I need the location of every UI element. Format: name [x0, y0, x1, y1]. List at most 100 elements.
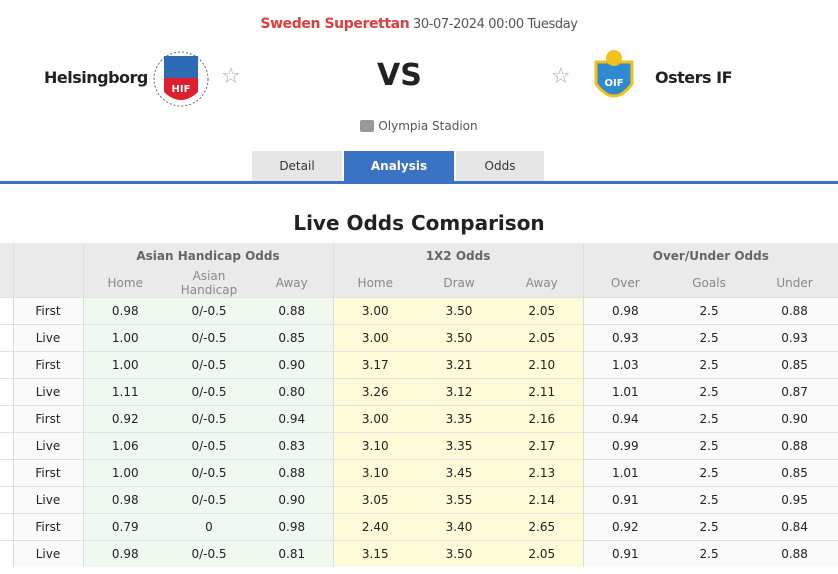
match-datetime: 30-07-2024 00:00 Tuesday	[413, 17, 578, 32]
odds-cell: 2.5	[667, 432, 752, 460]
odds-cell: 0.98	[582, 297, 668, 325]
odds-cell: 0/-0.5	[167, 297, 251, 325]
odds-cell: 2.5	[667, 459, 752, 487]
odds-cell: 1.03	[582, 351, 668, 379]
away-logo-text: OIF	[604, 78, 623, 89]
odds-cell: 2.65	[501, 513, 584, 541]
odds-cell: 3.05	[332, 486, 418, 514]
odds-cell: 0.92	[582, 513, 668, 541]
column-header: Draw	[417, 269, 502, 298]
odds-cell: 0.98	[82, 486, 167, 514]
odds-cell: 0.83	[251, 432, 334, 460]
odds-cell: 3.15	[332, 540, 418, 567]
odds-cell: 3.00	[332, 297, 418, 325]
tab-underline	[0, 181, 838, 184]
blank-cell	[0, 540, 13, 567]
odds-cell: 3.17	[332, 351, 418, 379]
tab-odds[interactable]: Odds	[456, 151, 544, 181]
odds-cell: 1.00	[82, 351, 167, 379]
odds-cell: 0.90	[251, 351, 334, 379]
odds-cell: 2.16	[501, 405, 584, 433]
tab-analysis[interactable]: Analysis	[344, 151, 454, 181]
odds-cell: 2.11	[501, 378, 584, 406]
section-title: Live Odds Comparison	[293, 211, 545, 235]
blank-cell	[0, 405, 13, 433]
odds-cell: 0.98	[82, 540, 167, 567]
odds-cell: 1.11	[82, 378, 167, 406]
odds-cell: 0.91	[582, 540, 668, 567]
column-header: Asian Handicap	[167, 269, 251, 298]
home-team-name[interactable]: Helsingborg	[44, 68, 148, 87]
odds-cell: 1.06	[82, 432, 167, 460]
blank-cell	[0, 486, 13, 514]
vs-label: VS	[377, 58, 422, 93]
odds-cell: 3.45	[417, 459, 502, 487]
odds-cell: 2.5	[667, 540, 752, 567]
away-team-name[interactable]: Osters IF	[655, 68, 733, 87]
odds-cell: 0.85	[751, 351, 838, 379]
blank-cell	[0, 324, 13, 352]
odds-type-cell: Live	[12, 432, 83, 460]
odds-type-cell: Live	[12, 324, 83, 352]
blank-cell	[0, 351, 13, 379]
odds-type-cell: First	[12, 405, 83, 433]
odds-cell: 2.17	[501, 432, 584, 460]
odds-cell: 0/-0.5	[167, 351, 251, 379]
odds-cell: 0.79	[82, 513, 167, 541]
odds-cell: 0.93	[582, 324, 668, 352]
group-header-1x2: 1X2 Odds	[332, 243, 584, 269]
odds-cell: 3.35	[417, 405, 502, 433]
column-header: Home	[82, 269, 167, 298]
odds-cell: 0/-0.5	[167, 486, 251, 514]
odds-cell: 1.01	[582, 378, 668, 406]
odds-row: First 1.00 0/-0.5 0.88 3.10 3.45 2.13 1.01 2.5 0.…	[0, 459, 838, 487]
odds-cell: 2.5	[667, 513, 752, 541]
odds-row: Live 0.98 0/-0.5 0.90 3.05 3.55 2.14 0.91 2.5 0.9…	[0, 486, 838, 514]
match-header: Sweden Superettan 30-07-2024 00:00 Tuesd…	[0, 16, 838, 32]
odds-cell: 0.94	[582, 405, 668, 433]
odds-cell: 3.26	[332, 378, 418, 406]
odds-row: First 0.98 0/-0.5 0.88 3.00 3.50 2.05 0.98 2.5 0.…	[0, 297, 838, 325]
odds-cell: 0/-0.5	[167, 540, 251, 567]
odds-cell: 2.05	[501, 324, 584, 352]
odds-cell: 0.87	[751, 378, 838, 406]
blank-cell	[0, 513, 13, 541]
odds-cell: 0/-0.5	[167, 459, 251, 487]
odds-cell: 0.91	[582, 486, 668, 514]
league-link[interactable]: Sweden Superettan	[260, 16, 410, 32]
odds-cell: 2.5	[667, 405, 752, 433]
column-header: Over	[582, 269, 668, 298]
odds-cell: 0.84	[751, 513, 838, 541]
blank-cell	[0, 378, 13, 406]
odds-cell: 0.99	[582, 432, 668, 460]
odds-cell: 3.10	[332, 459, 418, 487]
odds-cell: 2.5	[667, 486, 752, 514]
home-favorite-star-icon[interactable]: ☆	[221, 64, 241, 89]
odds-cell: 0.88	[251, 297, 334, 325]
away-favorite-star-icon[interactable]: ☆	[551, 64, 571, 89]
tab-bar: Detail Analysis Odds	[252, 151, 546, 181]
odds-cell: 2.14	[501, 486, 584, 514]
odds-cell: 2.13	[501, 459, 584, 487]
odds-type-cell: Live	[12, 540, 83, 567]
odds-cell: 0.85	[251, 324, 334, 352]
odds-type-cell: Live	[12, 378, 83, 406]
odds-cell: 0.81	[251, 540, 334, 567]
odds-cell: 3.00	[332, 324, 418, 352]
odds-row: Live 1.06 0/-0.5 0.83 3.10 3.35 2.17 0.99 2.5 0.8…	[0, 432, 838, 460]
group-header-over-under: Over/Under Odds	[582, 243, 838, 269]
odds-type-cell: Live	[12, 486, 83, 514]
odds-cell: 0/-0.5	[167, 324, 251, 352]
odds-cell: 2.5	[667, 351, 752, 379]
blank-cell	[0, 432, 13, 460]
column-header: Under	[751, 269, 838, 298]
odds-row: Live 1.11 0/-0.5 0.80 3.26 3.12 2.11 1.01 2.5 0.8…	[0, 378, 838, 406]
odds-cell: 3.50	[417, 540, 502, 567]
odds-cell: 0.88	[751, 432, 838, 460]
tab-detail[interactable]: Detail	[252, 151, 342, 181]
odds-type-cell: First	[12, 297, 83, 325]
odds-cell: 2.5	[667, 324, 752, 352]
odds-cell: 1.01	[582, 459, 668, 487]
odds-row: First 0.79 0 0.98 2.40 3.40 2.65 0.92 2.5 0.84	[0, 513, 838, 541]
odds-cell: 0.85	[751, 459, 838, 487]
